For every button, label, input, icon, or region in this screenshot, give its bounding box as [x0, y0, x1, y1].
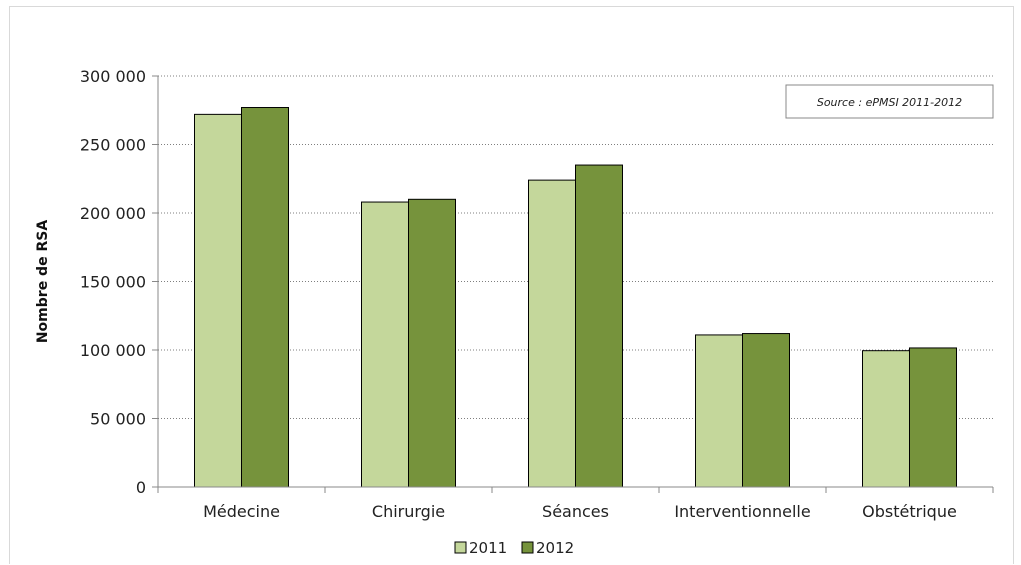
source-text: Source : ePMSI 2011-2012	[817, 96, 962, 109]
bar-2012-4	[909, 347, 957, 488]
x-category-label: Chirurgie	[372, 502, 445, 521]
bar-2011-3	[695, 334, 743, 488]
x-category-label: Obstétrique	[862, 502, 957, 521]
x-category-label: Interventionnelle	[674, 502, 810, 521]
source-annotation: Source : ePMSI 2011-2012	[785, 84, 994, 119]
legend-swatch-2011	[454, 541, 467, 554]
bar-2012-2	[575, 164, 623, 488]
y-tick-label: 150 000	[80, 273, 146, 292]
y-tick-label: 0	[136, 478, 146, 497]
bar-2012-1	[408, 198, 456, 488]
legend-label-2012: 2012	[536, 539, 574, 557]
y-axis-ticks: 0 50 000 100 000 150 000 200 000 250 000 300 0…	[80, 67, 158, 497]
bars	[194, 107, 957, 488]
y-tick-label: 200 000	[80, 204, 146, 223]
legend-label-2011: 2011	[469, 539, 507, 557]
bar-2011-2	[528, 179, 576, 488]
legend-swatch-2012	[521, 541, 534, 554]
y-tick-label: 50 000	[90, 410, 146, 429]
y-tick-label: 250 000	[80, 136, 146, 155]
y-tick-label: 300 000	[80, 67, 146, 86]
y-axis-label: Nombre de RSA	[35, 220, 51, 343]
x-category-label: Médecine	[203, 502, 280, 521]
bar-2011-0	[194, 113, 242, 488]
bar-2012-3	[742, 333, 790, 488]
bar-2011-1	[361, 201, 409, 488]
bar-2011-4	[862, 350, 910, 488]
x-axis-categories: Médecine Chirurgie Séances Interventionnell…	[157, 487, 994, 521]
chart-frame	[9, 6, 1014, 564]
x-category-label: Séances	[542, 502, 609, 521]
bar-2012-0	[241, 107, 289, 488]
y-tick-label: 100 000	[80, 341, 146, 360]
legend: 2011 2012	[454, 539, 574, 557]
